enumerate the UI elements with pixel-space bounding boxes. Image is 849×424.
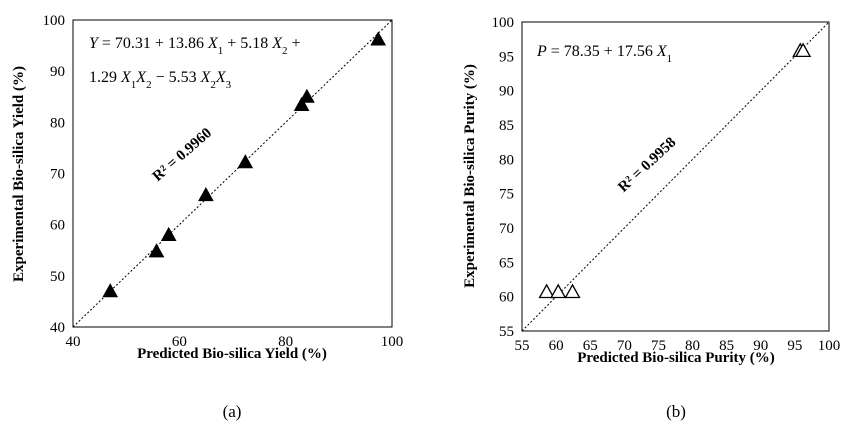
x-tick-label-b: 95 [787, 338, 802, 354]
data-point-a [160, 226, 177, 241]
data-point-b [794, 42, 812, 58]
panel-label-a: (a) [223, 402, 242, 421]
x-axis-title-a: Predicted Bio-silica Yield (%) [137, 346, 327, 362]
x-tick-label-a: 60 [172, 334, 187, 350]
plot-area-a [72, 19, 393, 328]
y-tick-label-b: 95 [499, 49, 514, 65]
y-tick-label-b: 75 [499, 187, 514, 203]
data-point-a [370, 31, 387, 46]
regression-equation-a-line-2: 1.29 X1X2 − 5.53 X2X3 [89, 69, 232, 91]
x-tick-label-b: 70 [617, 338, 632, 354]
x-tick-label-b: 90 [753, 338, 768, 354]
data-point-a [198, 186, 214, 202]
data-point-a [237, 154, 254, 169]
y-tick-label-b: 80 [499, 152, 514, 168]
y-tick-label-a: 90 [50, 64, 65, 80]
x-tick-label-a: 100 [381, 334, 404, 350]
r-squared-label-a: R² = 0.9960 [150, 125, 215, 185]
y-tick-label-a: 100 [43, 13, 66, 29]
y-tick-label-a: 40 [50, 320, 65, 336]
panel-a-yield-chart: 40 50 60 70 80 90 100 40 60 80 100 Y = 70.31 + 13… [11, 13, 403, 421]
y-tick-label-a: 70 [50, 167, 65, 183]
x-tick-label-b: 80 [685, 338, 700, 354]
y-tick-label-b: 100 [492, 15, 515, 31]
fit-line-a [72, 19, 393, 328]
x-tick-label-b: 60 [549, 338, 564, 354]
y-tick-label-a: 60 [50, 218, 65, 234]
y-tick-label-b: 90 [499, 84, 514, 100]
x-tick-label-b: 85 [719, 338, 734, 354]
data-point-a [102, 283, 119, 298]
data-point-a [148, 243, 165, 258]
x-tick-label-b: 100 [818, 338, 841, 354]
data-point-b [550, 283, 567, 299]
y-tick-label-b: 55 [499, 324, 514, 340]
y-tick-label-b: 60 [499, 290, 514, 306]
y-tick-label-b: 70 [499, 221, 514, 237]
data-point-b [564, 283, 581, 299]
data-point-a [299, 88, 315, 103]
y-axis-title-a: Experimental Bio-silica Yield (%) [11, 66, 27, 282]
x-tick-label-a: 80 [278, 334, 293, 350]
plot-area-b [521, 21, 830, 332]
y-tick-label-a: 80 [50, 115, 65, 131]
y-tick-label-b: 85 [499, 118, 514, 134]
x-tick-label-b: 65 [583, 338, 598, 354]
x-tick-label-a: 40 [66, 334, 81, 350]
regression-equation-a-line-1: Y = 70.31 + 13.86 X1 + 5.18 X2 + [89, 35, 301, 57]
y-axis-title-b: Experimental Bio-silica Purity (%) [462, 64, 478, 288]
panel-b-purity-chart: 55 60 65 70 75 80 85 90 95 100 55 60 65 70 75 80 85 90 95… [462, 15, 840, 421]
y-tick-label-b: 65 [499, 255, 514, 271]
fit-line-b [521, 21, 830, 332]
x-axis-title-b: Predicted Bio-silica Purity (%) [577, 350, 775, 366]
y-tick-label-a: 50 [50, 269, 65, 285]
x-tick-label-b: 75 [651, 338, 666, 354]
x-tick-label-b: 55 [515, 338, 530, 354]
r-squared-label-b: R² = 0.9958 [615, 134, 679, 195]
regression-equation-b: P = 78.35 + 17.56 X1 [536, 43, 672, 65]
data-point-b [538, 283, 555, 299]
data-point-a [293, 96, 310, 111]
panel-label-b: (b) [666, 402, 686, 421]
